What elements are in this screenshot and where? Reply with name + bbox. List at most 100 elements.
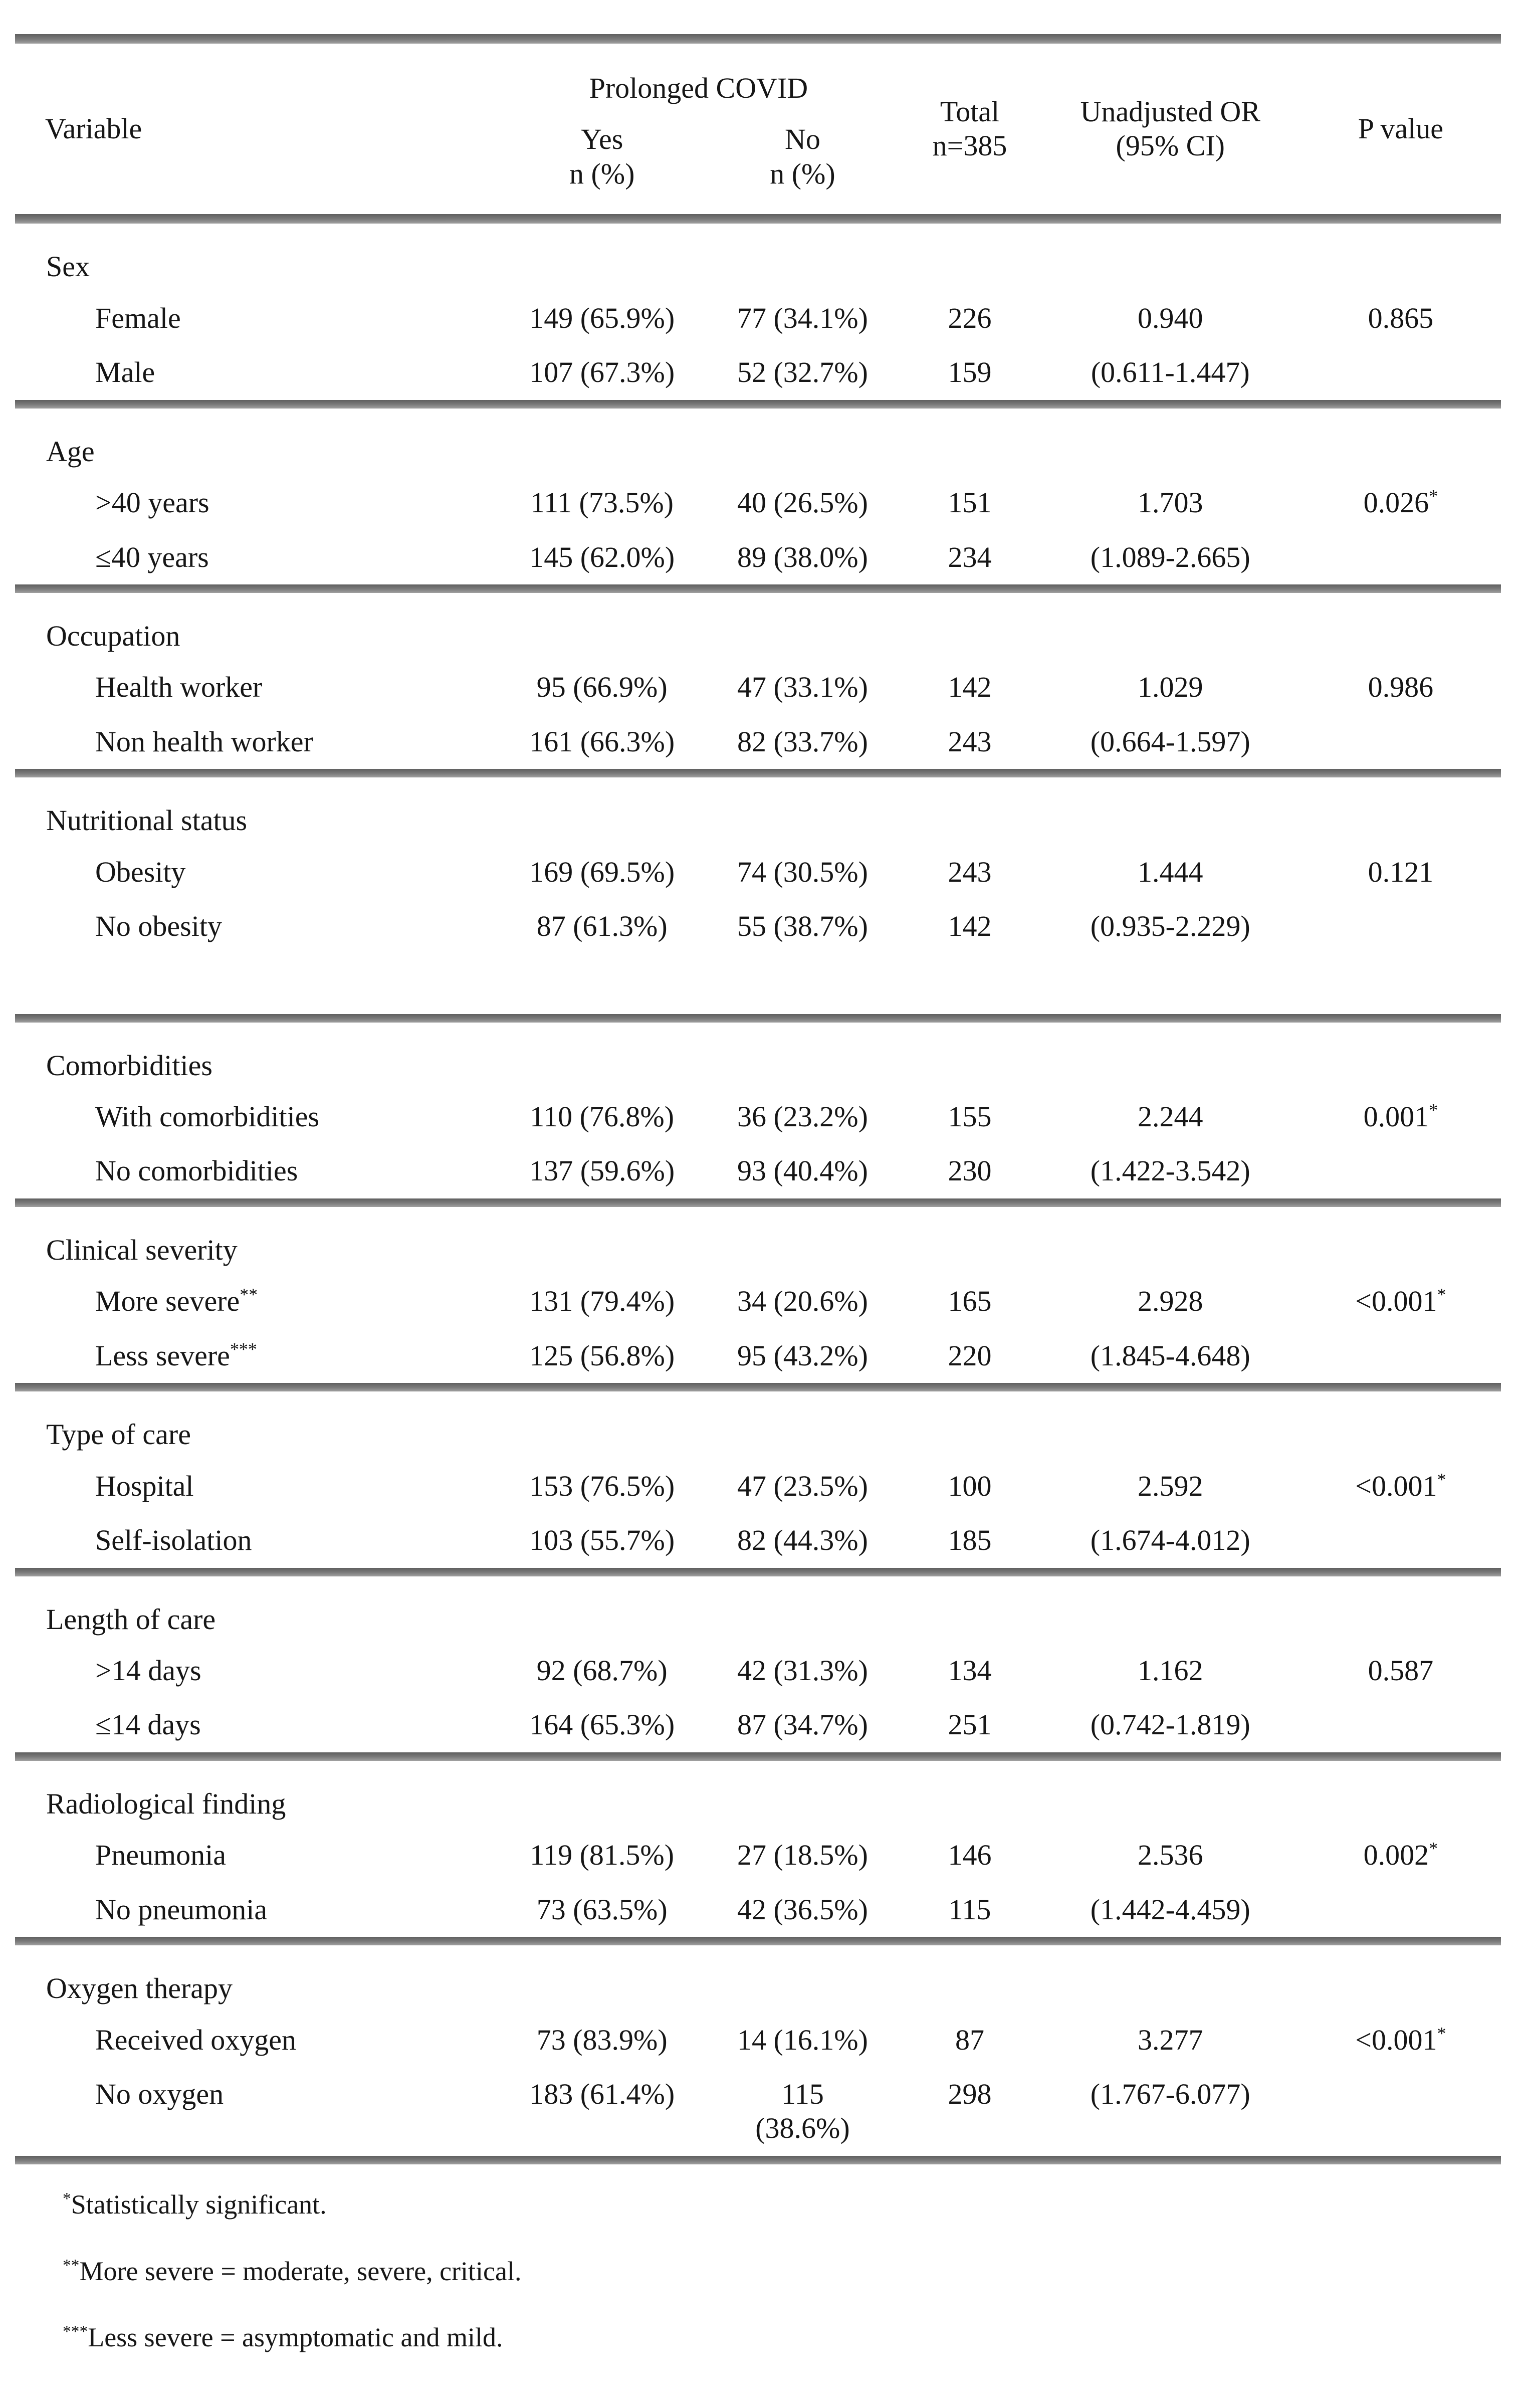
cell-total: 115 [948,1893,991,1926]
table-row: >14 days 92 (68.7%) 42 (31.3%) 134 1.162… [15,1644,1501,1698]
cell-no: 14 (16.1%) [737,2023,868,2056]
header-variable: Variable [45,112,142,145]
table-row: Received oxygen 73 (83.9%) 14 (16.1%) 87… [15,2013,1501,2067]
section-divider-row [15,1567,1501,1576]
table-row: >40 years 111 (73.5%) 40 (26.5%) 151 1.7… [15,476,1501,530]
cell-unadjusted-or: 1.703 [1138,486,1203,519]
header-total-line1: Total [940,95,1000,128]
row-label: Hospital [95,1469,194,1502]
cell-unadjusted-or: (1.422-3.542) [1090,1154,1250,1187]
table-row: Health worker 95 (66.9%) 47 (33.1%) 142 … [15,660,1501,714]
cell-total: 226 [948,301,992,334]
section-title: Age [46,435,95,468]
cell-unadjusted-or: 2.536 [1138,1839,1203,1872]
top-rule [15,34,1501,44]
header-yes-label: Yes [580,123,623,156]
cell-p-value [1301,345,1501,399]
section-title: Type of care [46,1418,191,1451]
section-divider-row [15,1937,1501,1946]
cell-no: 40 (26.5%) [737,486,868,519]
section-title: Occupation [46,619,180,652]
cell-unadjusted-or: 2.592 [1138,1469,1203,1502]
header-no-sub: n (%) [770,157,835,190]
row-label: More severe** [95,1284,258,1318]
header-yes-sub: n (%) [569,157,635,190]
cell-yes: 149 (65.9%) [529,301,675,334]
cell-yes: 87 (61.3%) [536,910,668,943]
cell-no: 77 (34.1%) [737,301,868,334]
cell-unadjusted-or: (1.442-4.459) [1090,1893,1250,1926]
cell-unadjusted-or: (1.674-4.012) [1090,1524,1250,1557]
cell-p-value [1301,1329,1501,1383]
cell-p-value [1301,530,1501,584]
cell-total: 243 [948,725,992,758]
cell-no: 55 (38.7%) [737,910,868,943]
table-row: More severe** 131 (79.4%) 34 (20.6%) 165… [15,1274,1501,1328]
footnote: **More severe = moderate, severe, critic… [63,2255,1501,2288]
row-label: Female [95,301,181,334]
section-title-row: Nutritional status [15,777,1501,845]
cell-unadjusted-or: 2.244 [1138,1100,1203,1133]
table-row: Female 149 (65.9%) 77 (34.1%) 226 0.940 … [15,291,1501,345]
cell-p-value [1301,1144,1501,1198]
cell-no: 74 (30.5%) [737,855,868,888]
row-label: >14 days [95,1654,201,1687]
section-divider-row [15,1383,1501,1392]
cell-p-value: <0.001* [1355,1284,1446,1318]
section-spacer [15,954,1501,1014]
header-total: Total n=385 [899,44,1040,214]
row-label: No comorbidities [95,1154,298,1187]
footnote-text: Statistically significant. [71,2189,327,2220]
table-row: ≤14 days 164 (65.3%) 87 (34.7%) 251 (0.7… [15,1698,1501,1752]
cell-unadjusted-or: (0.611-1.447) [1091,356,1250,389]
table-row: No pneumonia 73 (63.5%) 42 (36.5%) 115 (… [15,1883,1501,1937]
section-title-row: Oxygen therapy [15,1945,1501,2013]
cell-yes: 95 (66.9%) [536,671,668,704]
cell-yes: 125 (56.8%) [529,1339,675,1372]
cell-p-value [1301,1883,1501,1937]
header-yes: Yes n (%) [498,109,706,214]
cell-total: 185 [948,1524,992,1557]
cell-total: 87 [955,2023,984,2056]
cell-p-value [1301,2067,1501,2156]
section-divider [15,1198,1501,1207]
row-label: Male [95,356,155,389]
cell-no: 82 (33.7%) [737,725,868,758]
row-label: Pneumonia [95,1839,226,1872]
section-title-row: Radiological finding [15,1761,1501,1828]
cell-total: 234 [948,540,992,573]
cell-unadjusted-or: (1.089-2.665) [1090,540,1250,573]
cell-yes: 103 (55.7%) [529,1524,675,1557]
section-divider [15,769,1501,778]
cell-p-value [1301,1513,1501,1567]
header-or-line2: (95% CI) [1116,129,1225,162]
cell-p-value: 0.865 [1368,301,1434,334]
cell-total: 243 [948,855,992,888]
section-title: Length of care [46,1602,216,1636]
table-row: No obesity 87 (61.3%) 55 (38.7%) 142 (0.… [15,899,1501,953]
cell-p-value: 0.002* [1363,1838,1438,1872]
cell-no: 52 (32.7%) [737,356,868,389]
header-no-label: No [784,123,820,156]
cell-yes: 183 (61.4%) [529,2078,675,2110]
cell-unadjusted-or: 1.444 [1138,855,1203,888]
cell-yes: 137 (59.6%) [529,1154,675,1187]
header-total-line2: n=385 [932,129,1007,162]
section-title-row: Occupation [15,593,1501,660]
cell-total: 134 [948,1654,992,1687]
section-divider [15,2155,1501,2164]
table-row: Pneumonia 119 (81.5%) 27 (18.5%) 146 2.5… [15,1828,1501,1882]
row-label: No pneumonia [95,1893,268,1926]
cell-p-value: 0.587 [1368,1654,1434,1687]
cell-yes: 145 (62.0%) [529,540,675,573]
section-title-row: Length of care [15,1576,1501,1644]
section-divider-row [15,1752,1501,1761]
cell-no: 115 (38.6%) [755,2078,850,2145]
section-divider-row [15,1014,1501,1023]
table-row: With comorbidities 110 (76.8%) 36 (23.2%… [15,1090,1501,1144]
row-label: Non health worker [95,725,313,758]
section-title: Nutritional status [46,804,248,837]
cell-yes: 73 (63.5%) [536,1893,668,1926]
header-prolonged-covid: Prolonged COVID [589,72,808,104]
cell-total: 298 [948,2078,992,2110]
